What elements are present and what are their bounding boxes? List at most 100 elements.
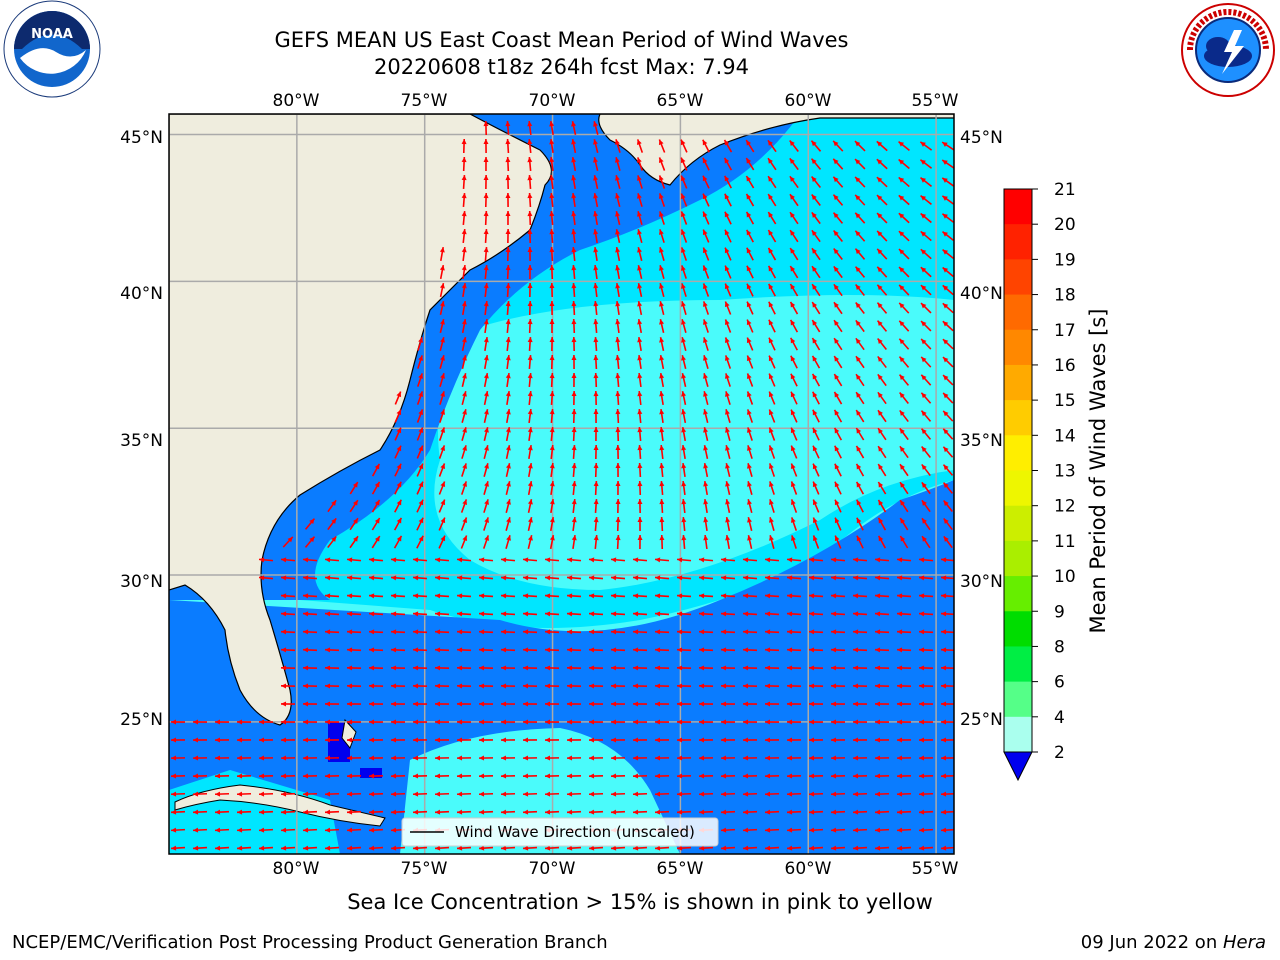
wave-direction-arrow (566, 773, 582, 779)
wave-direction-arrow (571, 462, 577, 478)
wave-direction-arrow (680, 247, 688, 261)
wave-direction-arrow (280, 647, 296, 653)
wave-direction-arrow (659, 444, 665, 460)
wave-direction-arrow (505, 535, 511, 549)
wave-direction-arrow (637, 534, 643, 550)
wave-direction-arrow (368, 773, 384, 779)
wave-direction-arrow (461, 264, 467, 280)
wave-direction-arrow (746, 337, 754, 351)
wave-direction-arrow (412, 557, 428, 563)
wave-direction-arrow (571, 120, 577, 136)
wave-direction-arrow (786, 701, 802, 707)
wave-direction-arrow (214, 755, 230, 761)
wave-direction-arrow (324, 755, 340, 761)
wave-direction-arrow (742, 701, 758, 707)
map-frame (168, 113, 955, 855)
wave-direction-arrow (654, 665, 670, 671)
wave-direction-arrow (764, 719, 780, 725)
wave-direction-arrow (768, 301, 776, 315)
wave-direction-arrow (832, 158, 844, 170)
wave-direction-arrow (346, 665, 362, 671)
wave-direction-arrow (852, 575, 868, 581)
wave-direction-arrow (416, 499, 424, 513)
wave-direction-arrow (434, 683, 450, 689)
wave-direction-arrow (615, 372, 621, 388)
wave-direction-arrow (258, 809, 274, 815)
wave-direction-arrow (874, 683, 890, 689)
wave-direction-arrow (236, 773, 252, 779)
wave-direction-arrow (302, 719, 318, 725)
wave-direction-arrow (942, 356, 954, 368)
wave-direction-arrow (549, 264, 555, 280)
wave-direction-arrow (500, 701, 516, 707)
wave-direction-arrow (544, 557, 560, 563)
wave-direction-arrow (720, 665, 736, 671)
wave-direction-arrow (833, 337, 843, 351)
wave-direction-arrow (346, 629, 362, 635)
wave-direction-arrow (346, 791, 362, 797)
wave-direction-arrow (874, 845, 890, 851)
wave-direction-arrow (615, 354, 621, 370)
wave-direction-arrow (566, 593, 582, 599)
wave-direction-arrow (877, 535, 887, 549)
wave-direction-arrow (681, 355, 687, 369)
wave-direction-arrow (571, 480, 577, 496)
wave-direction-arrow (852, 719, 868, 725)
wave-direction-arrow (500, 575, 516, 581)
wave-direction-arrow (742, 557, 758, 563)
wave-direction-arrow (593, 264, 599, 280)
wave-direction-arrow (855, 337, 865, 351)
wave-direction-arrow (833, 230, 843, 242)
wave-direction-arrow (720, 737, 736, 743)
wave-direction-arrow (768, 445, 776, 459)
wave-direction-arrow (368, 611, 384, 617)
wave-direction-arrow (654, 845, 670, 851)
legend-label: Wind Wave Direction (unscaled) (455, 823, 695, 841)
wave-direction-arrow (896, 737, 912, 743)
wave-direction-arrow (698, 575, 714, 581)
wave-direction-arrow (637, 480, 643, 496)
wave-direction-arrow (918, 593, 934, 599)
wave-direction-arrow (500, 791, 516, 797)
wave-direction-arrow (876, 158, 888, 170)
wave-direction-arrow (615, 336, 621, 352)
wave-direction-arrow (920, 284, 932, 296)
wave-direction-arrow (918, 701, 934, 707)
wave-direction-arrow (434, 665, 450, 671)
wave-direction-arrow (434, 593, 450, 599)
wave-direction-arrow (615, 300, 621, 316)
wave-direction-arrow (720, 755, 736, 761)
wave-direction-arrow (460, 481, 468, 495)
wave-direction-arrow (896, 809, 912, 815)
wave-direction-arrow (659, 283, 665, 297)
wave-direction-arrow (833, 283, 843, 297)
lat-label-left-4: 30°N (120, 572, 163, 592)
wave-direction-arrow (483, 228, 489, 244)
wave-direction-arrow (302, 647, 318, 653)
wave-direction-arrow (500, 611, 516, 617)
wave-direction-arrow (549, 210, 555, 226)
wave-direction-arrow (505, 372, 511, 388)
wave-direction-arrow (615, 211, 621, 225)
wave-direction-arrow (390, 809, 406, 815)
wave-direction-arrow (324, 611, 340, 617)
wave-direction-arrow (742, 845, 758, 851)
wave-direction-arrow (724, 301, 732, 315)
wave-direction-arrow (280, 737, 296, 743)
wave-direction-arrow (854, 194, 866, 206)
wave-direction-arrow (434, 575, 450, 581)
wave-direction-arrow (746, 409, 754, 423)
wave-direction-arrow (571, 372, 577, 388)
wave-direction-arrow (483, 192, 489, 208)
wave-direction-arrow (852, 683, 868, 689)
wave-direction-arrow (918, 719, 934, 725)
wave-direction-arrow (768, 283, 776, 297)
wave-direction-arrow (236, 755, 252, 761)
wave-direction-arrow (654, 647, 670, 653)
arrow-legend: Wind Wave Direction (unscaled) (401, 817, 719, 847)
wave-direction-arrow (789, 265, 799, 279)
wave-direction-arrow (390, 683, 406, 689)
colorbar-tick-label: 16 (1054, 356, 1076, 376)
wave-direction-arrow (368, 593, 384, 599)
wave-direction-arrow (940, 611, 954, 617)
